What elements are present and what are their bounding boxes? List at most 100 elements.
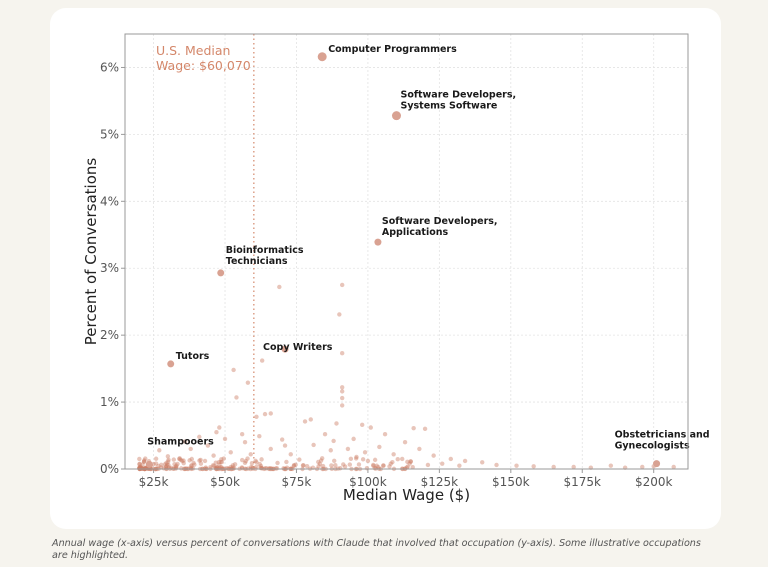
data-point — [291, 463, 297, 469]
data-point — [211, 463, 217, 468]
data-point — [205, 443, 211, 448]
data-point — [282, 443, 288, 448]
data-point — [417, 446, 422, 452]
data-point — [218, 464, 223, 470]
data-point — [571, 464, 576, 470]
data-point — [311, 442, 316, 448]
data-point — [551, 464, 556, 470]
data-point — [301, 463, 306, 468]
data-point — [219, 457, 224, 462]
y-tick-label: 2% — [100, 328, 119, 342]
data-point — [274, 466, 280, 471]
occupation-label: Applications — [382, 227, 449, 238]
data-point — [351, 436, 356, 442]
data-point — [671, 464, 676, 470]
data-point — [214, 465, 220, 470]
data-point — [494, 462, 499, 468]
data-point — [337, 312, 342, 317]
y-tick-label: 0% — [100, 462, 119, 476]
data-point — [407, 461, 412, 466]
data-point — [165, 454, 171, 459]
data-point — [388, 461, 393, 466]
y-tick-label: 4% — [100, 194, 119, 208]
highlighted-point — [217, 269, 225, 277]
y-tick-label: 5% — [100, 127, 119, 141]
data-point — [243, 458, 249, 464]
data-point — [198, 461, 204, 466]
data-point — [143, 456, 148, 461]
data-point — [275, 460, 280, 466]
data-point — [153, 461, 159, 466]
grid — [125, 34, 688, 470]
data-point — [531, 464, 536, 469]
highlighted-point — [317, 52, 327, 62]
data-point — [245, 456, 250, 461]
data-point — [462, 458, 468, 464]
data-point — [372, 457, 378, 463]
occupation-label: Obstetricians and — [615, 430, 710, 441]
data-point — [197, 458, 202, 463]
data-point — [339, 351, 345, 356]
data-point — [258, 463, 264, 469]
highlighted-point — [391, 111, 401, 121]
data-point — [191, 460, 196, 466]
data-point — [448, 456, 453, 462]
data-point — [137, 456, 142, 462]
x-tick-label: $175k — [564, 475, 602, 489]
data-point — [254, 414, 259, 419]
highlighted-points: Computer Programmers Software Developers,… — [145, 44, 710, 468]
data-point — [608, 463, 614, 468]
data-point — [142, 458, 147, 463]
data-point — [214, 429, 219, 435]
data-point — [177, 456, 182, 462]
y-axis-label: Percent of Conversations — [82, 158, 100, 346]
data-point — [248, 464, 254, 470]
data-point — [391, 452, 396, 457]
occupation-label: Software Developers, — [400, 90, 516, 101]
data-point — [411, 425, 416, 431]
data-point — [253, 458, 258, 464]
data-point — [422, 426, 428, 432]
data-point — [172, 461, 177, 467]
data-point — [179, 458, 185, 464]
data-point — [368, 425, 373, 430]
data-point — [376, 464, 381, 470]
x-tick-label: $25k — [139, 475, 169, 489]
data-point — [316, 459, 321, 465]
data-point — [213, 460, 219, 465]
data-point — [202, 458, 208, 464]
data-point — [228, 450, 233, 455]
data-point — [365, 458, 371, 464]
data-point — [297, 457, 302, 462]
data-point — [440, 461, 445, 466]
data-point — [371, 463, 376, 469]
data-point — [192, 462, 197, 467]
data-point — [153, 456, 159, 461]
data-point — [431, 453, 436, 458]
data-point — [408, 459, 413, 464]
data-point — [230, 463, 236, 468]
data-point — [213, 466, 219, 471]
data-point — [198, 457, 203, 463]
data-point — [234, 395, 239, 400]
data-point — [245, 380, 251, 385]
data-point — [364, 466, 370, 471]
data-point — [408, 459, 413, 464]
data-point — [242, 460, 248, 466]
data-point — [405, 464, 410, 469]
data-point — [232, 462, 238, 467]
highlighted-point — [145, 460, 153, 468]
data-point — [254, 464, 259, 469]
occupation-label: Tutors — [176, 351, 210, 362]
data-point — [137, 462, 142, 467]
data-point — [174, 463, 179, 468]
data-point — [257, 434, 262, 439]
data-point — [457, 463, 462, 468]
data-point — [189, 464, 194, 469]
occupation-label: Bioinformatics — [226, 245, 304, 256]
data-point — [140, 462, 145, 467]
data-point — [137, 461, 142, 466]
data-point — [480, 460, 485, 465]
x-tick-label: $125k — [421, 475, 459, 489]
data-point — [316, 463, 321, 469]
